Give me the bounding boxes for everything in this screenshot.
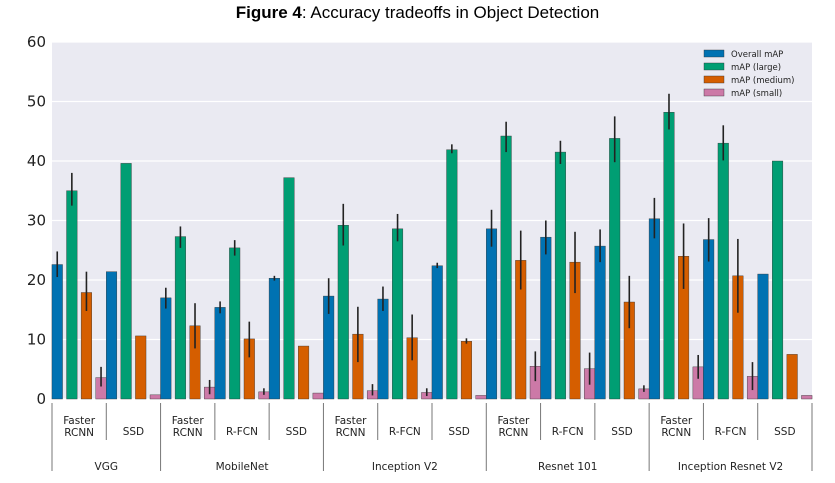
category-label: Faster — [172, 415, 205, 427]
category-label: RCNN — [336, 427, 366, 439]
category-label: SSD — [286, 426, 307, 438]
group-label-resnet-101: Resnet 101 — [538, 461, 597, 473]
legend-swatch-2 — [703, 75, 725, 84]
legend-label-1: mAP (large) — [731, 63, 781, 73]
bar-inception-v2-6-overall-map — [377, 298, 389, 400]
y-axis: 0 10 20 30 40 50 60 — [27, 33, 46, 408]
category-label: Faster — [497, 415, 530, 427]
category-label: R-FCN — [715, 426, 747, 438]
legend-swatch-0 — [703, 49, 725, 58]
bar-mobilenet-4-overall-map — [268, 278, 280, 400]
bar-vgg-0-overall-map — [51, 264, 63, 400]
bar-mobilenet-3-map-large- — [229, 247, 241, 400]
y-tick-label-10: 10 — [27, 331, 46, 349]
bar-resnet-101-8-map-large- — [500, 135, 512, 400]
legend-swatch-3 — [703, 88, 725, 97]
legend-label-2: mAP (medium) — [731, 76, 795, 86]
bar-inception-resnet-v2-13-map-medium- — [786, 354, 798, 400]
bar-inception-resnet-v2-11-overall-map — [648, 218, 660, 400]
legend-label-3: mAP (small) — [731, 89, 782, 99]
bar-inception-resnet-v2-13-overall-map — [757, 273, 769, 400]
y-tick-label-30: 30 — [27, 212, 46, 230]
category-label: R-FCN — [552, 426, 584, 438]
bar-inception-resnet-v2-13-map-large- — [772, 160, 784, 400]
bar-mobilenet-4-map-large- — [283, 177, 295, 400]
bar-mobilenet-4-map-small- — [312, 392, 324, 400]
category-label: RCNN — [499, 427, 529, 439]
y-tick-label-40: 40 — [27, 152, 46, 170]
y-tick-label-20: 20 — [27, 271, 46, 289]
group-label-inception-resnet-v2: Inception Resnet V2 — [678, 461, 783, 473]
bar-inception-v2-7-map-medium- — [460, 341, 472, 400]
bar-resnet-101-8-overall-map — [486, 228, 498, 400]
category-label: SSD — [774, 426, 795, 438]
bar-inception-v2-7-overall-map — [431, 265, 443, 400]
chart-title: Figure 4: Accuracy tradeoffs in Object D… — [0, 3, 835, 23]
category-label: R-FCN — [226, 426, 258, 438]
bar-resnet-101-10-overall-map — [594, 245, 606, 400]
category-label: SSD — [611, 426, 632, 438]
bar-resnet-101-9-overall-map — [540, 236, 552, 400]
bar-inception-v2-5-map-large- — [337, 225, 349, 400]
bar-inception-resnet-v2-11-map-large- — [663, 112, 675, 400]
bars — [51, 112, 813, 400]
bar-mobilenet-4-map-medium- — [298, 345, 310, 400]
bar-resnet-101-10-map-large- — [609, 138, 621, 400]
category-label: SSD — [448, 426, 469, 438]
y-tick-label-0: 0 — [36, 390, 46, 408]
group-label-mobilenet: MobileNet — [216, 461, 269, 473]
category-label: R-FCN — [389, 426, 421, 438]
bar-inception-resnet-v2-13-map-small- — [801, 395, 813, 400]
bar-mobilenet-3-overall-map — [214, 307, 226, 400]
group-label-inception-v2: Inception V2 — [372, 461, 438, 473]
legend-swatch-1 — [703, 62, 725, 71]
group-label-vgg: VGG — [95, 461, 118, 473]
bar-inception-v2-7-map-small- — [475, 395, 487, 400]
legend-label-0: Overall mAP — [731, 50, 783, 60]
category-label: RCNN — [661, 427, 691, 439]
bar-inception-resnet-v2-12-map-large- — [717, 142, 729, 400]
bar-vgg-1-map-small- — [149, 394, 161, 400]
bar-inception-resnet-v2-12-overall-map — [703, 239, 715, 400]
category-label: Faster — [660, 415, 693, 427]
category-label: Faster — [335, 415, 368, 427]
bar-inception-v2-7-map-large- — [446, 149, 458, 400]
bar-mobilenet-2-map-large- — [174, 236, 186, 400]
category-label: RCNN — [64, 427, 94, 439]
bar-vgg-0-map-large- — [66, 190, 78, 400]
error-bars — [56, 93, 754, 397]
bar-mobilenet-2-overall-map — [160, 297, 172, 400]
bar-resnet-101-9-map-large- — [554, 151, 566, 400]
bar-vgg-1-map-large- — [120, 163, 132, 400]
legend: Overall mAP mAP (large) mAP (medium) mAP (s… — [703, 49, 795, 99]
chart-title-figure-number: Figure 4 — [235, 3, 302, 22]
category-label: SSD — [123, 426, 144, 438]
category-label: Faster — [63, 415, 96, 427]
y-tick-label-50: 50 — [27, 93, 46, 111]
chart-title-text: : Accuracy tradeoffs in Object Detection — [301, 3, 600, 22]
bar-vgg-1-overall-map — [106, 271, 118, 400]
bar-vgg-1-map-medium- — [135, 335, 147, 400]
y-tick-label-60: 60 — [27, 33, 46, 51]
bar-inception-v2-6-map-large- — [392, 228, 404, 400]
category-label: RCNN — [173, 427, 203, 439]
